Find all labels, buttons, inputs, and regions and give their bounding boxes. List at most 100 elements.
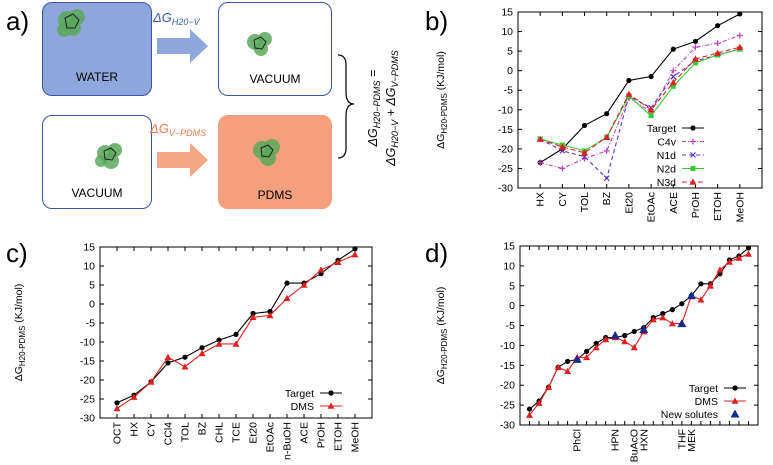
x-tick-label: Et20 [248, 422, 260, 444]
data-point [621, 337, 629, 345]
series-line [539, 13, 741, 164]
data-point [300, 281, 308, 288]
data-point [706, 282, 714, 289]
y-tick-label: -20 [500, 380, 515, 392]
y-tick-label: 10 [501, 26, 513, 38]
x-tick-label: CY [557, 192, 569, 207]
panel-label-d: d) [425, 238, 449, 268]
data-point [317, 266, 325, 273]
y-tick-label: -30 [80, 413, 95, 425]
series-line [116, 254, 356, 409]
y-tick-label: -5 [506, 320, 515, 332]
data-point [114, 400, 120, 406]
panel-label-b: b) [425, 6, 449, 36]
series-n1d [537, 46, 743, 182]
data-point [647, 106, 655, 113]
x-tick-label: MEK [686, 429, 698, 452]
data-point [584, 348, 590, 355]
data-point [625, 90, 633, 97]
svg-text:ΔGV−PDMS: ΔGV−PDMS [149, 121, 206, 138]
x-tick-label: ETOH [333, 422, 345, 451]
legend-entry: C4v [657, 137, 704, 149]
molecule-icon [95, 143, 122, 169]
data-point [670, 67, 677, 74]
data-point [610, 331, 620, 339]
x-tick-label: PhCl [572, 429, 584, 452]
equation: ΔGH20−PDMS = ΔGH20−V + ΔGV−PDMS [366, 50, 400, 167]
data-point [593, 340, 599, 347]
legend-marker [690, 138, 696, 145]
arrow-water-to-vacuum [157, 29, 208, 63]
y-tick-label: -30 [500, 420, 515, 432]
data-point [626, 77, 632, 84]
data-point [714, 49, 722, 56]
legend-entry: DMS [695, 396, 746, 408]
y-axis-label: ΔGH20-PDMS (KJ/mol) [435, 287, 449, 385]
data-point [147, 378, 155, 385]
series-line [529, 253, 749, 416]
y-tick-label: -25 [498, 163, 513, 175]
data-point [737, 11, 743, 17]
x-tick-label: TOL [180, 422, 192, 442]
data-point [182, 354, 188, 360]
legend-marker [327, 402, 335, 409]
legend-label: C4v [657, 137, 676, 149]
arrow-top-label: ΔG [152, 10, 172, 25]
data-point [352, 246, 358, 252]
data-point [679, 301, 685, 307]
series-line [539, 46, 740, 154]
y-tick-label: -25 [500, 400, 515, 412]
molecule-icon [57, 9, 85, 37]
plot-frame [519, 245, 759, 426]
data-point [581, 122, 588, 129]
data-point [715, 23, 721, 29]
svg-text:ΔGH20−V + ΔGV−PDMS: ΔGH20−V + ΔGV−PDMS [384, 50, 400, 167]
data-point [565, 358, 571, 364]
data-point [602, 335, 610, 343]
x-tick-label: TOL [579, 192, 591, 212]
data-point [670, 46, 676, 52]
data-point [526, 406, 533, 412]
x-tick-label: BZ [601, 191, 613, 205]
legend-marker [732, 385, 738, 391]
pdms-label: PDMS [257, 188, 293, 202]
pdms-box: PDMS [218, 115, 332, 209]
data-point [572, 354, 582, 363]
y-tick-label: -25 [80, 394, 95, 406]
y-tick-label: -10 [500, 340, 515, 352]
legend-entry: N3d [657, 177, 704, 189]
series-new-solutes [572, 291, 696, 363]
y-tick-label: -15 [498, 124, 513, 136]
data-point [545, 383, 553, 391]
x-tick-label: HX [129, 422, 141, 437]
y-tick-label: 0 [507, 65, 513, 77]
x-tick-label: MeOH [350, 422, 362, 452]
x-tick-label: PrOH [316, 422, 328, 448]
data-point [535, 399, 543, 406]
legend-label: DMS [291, 401, 314, 413]
data-point [659, 314, 667, 321]
data-point [215, 340, 223, 347]
x-tick-label: PrOH [690, 192, 702, 218]
data-point [630, 343, 638, 351]
plot-frame [517, 11, 763, 189]
data-point [736, 32, 743, 39]
data-point [692, 38, 699, 44]
data-point [267, 309, 273, 315]
data-point [668, 320, 676, 327]
x-tick-label: MeOH [734, 192, 746, 222]
data-point [677, 319, 687, 328]
data-point [670, 83, 676, 89]
data-point [622, 332, 628, 339]
data-point [692, 44, 699, 51]
molecule-icon [253, 139, 280, 166]
y-tick-label: 5 [507, 46, 513, 58]
x-tick-label: HX [535, 192, 547, 207]
panel-label-c: c) [6, 238, 28, 268]
x-tick-label: CY [146, 422, 158, 437]
y-tick-label: 0 [509, 300, 515, 312]
data-point [216, 337, 222, 343]
y-tick-label: 15 [83, 242, 95, 254]
data-point [697, 296, 705, 303]
data-point [714, 40, 721, 47]
